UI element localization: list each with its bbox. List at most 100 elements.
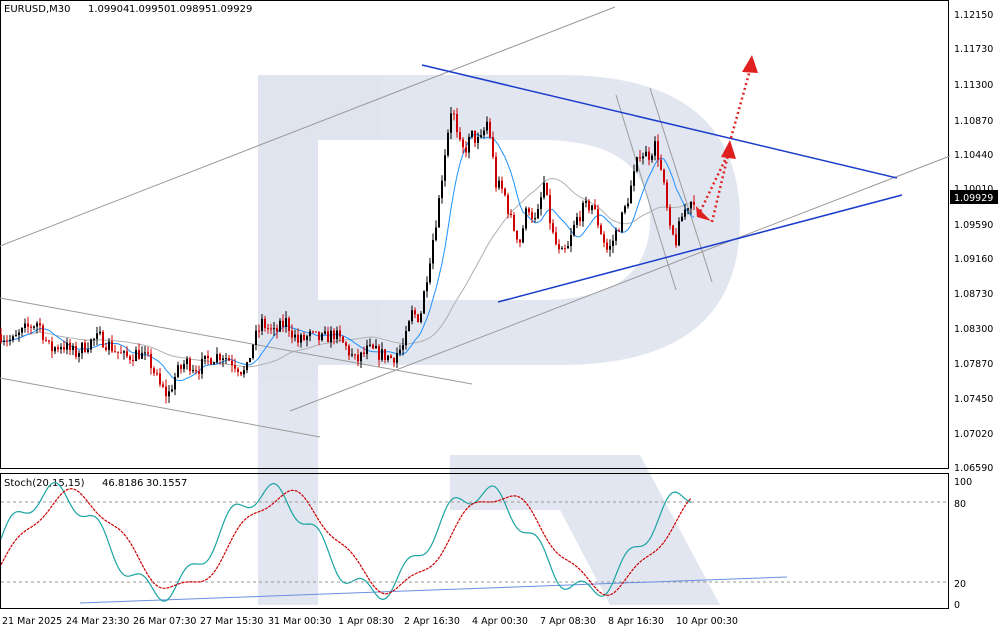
gray-channel-line[interactable]: [0, 6, 616, 247]
gray-channel-line[interactable]: [649, 87, 713, 283]
candle-body: [141, 352, 143, 359]
candle-body: [105, 347, 107, 350]
candle-body: [681, 216, 683, 222]
candle-body: [45, 339, 47, 341]
candle-body: [399, 349, 401, 354]
candle-body: [117, 351, 119, 353]
time-tick-label: 24 Mar 23:30: [66, 616, 129, 627]
candle-body: [603, 234, 605, 243]
candle-body: [0, 334, 2, 342]
gray-channel-line[interactable]: [289, 155, 951, 412]
forecast-arrow-up2-line: [729, 69, 752, 139]
candle-body: [264, 318, 266, 329]
analysis-drawings[interactable]: [0, 6, 951, 604]
candle-body: [531, 212, 533, 219]
triangle-upper-line[interactable]: [421, 64, 898, 179]
candle-body: [573, 224, 575, 236]
candle-body: [378, 346, 380, 360]
candle-body: [306, 336, 308, 340]
candle-body: [570, 235, 572, 246]
candle-body: [312, 331, 314, 333]
time-tick-label: 8 Apr 16:30: [608, 616, 664, 627]
time-tick-label: 26 Mar 07:30: [133, 616, 196, 627]
candle-body: [453, 113, 455, 115]
indicator-trendline[interactable]: [79, 576, 788, 604]
candle-body: [24, 323, 26, 328]
candle-body: [657, 141, 659, 160]
candle-body: [303, 334, 305, 340]
candle-body: [60, 347, 62, 350]
candle-body: [630, 185, 632, 204]
candle-body: [219, 354, 221, 360]
candle-body: [483, 130, 485, 136]
candle-body: [558, 244, 560, 250]
candle-body: [351, 354, 353, 356]
candle-body: [153, 368, 155, 374]
candle-body: [411, 310, 413, 322]
candle-body: [30, 326, 32, 328]
candle-body: [606, 242, 608, 250]
indicator-value-signal: 30.1557: [146, 478, 187, 489]
candle-body: [591, 205, 593, 211]
candle-body: [615, 230, 617, 241]
candle-body: [207, 355, 209, 359]
gray-channel-line[interactable]: [0, 297, 473, 385]
candle-body: [456, 114, 458, 133]
candle-body: [222, 358, 224, 360]
indicator-axis: 100 80 20 0: [954, 477, 972, 611]
candle-body: [51, 341, 53, 352]
candle-body: [201, 358, 203, 374]
candle-body: [210, 358, 212, 365]
candle-body: [618, 230, 620, 232]
candle-body: [348, 345, 350, 356]
indicator-tick-label: 20: [954, 579, 966, 590]
candle-body: [324, 331, 326, 334]
candle-body: [498, 180, 500, 188]
candle-body: [333, 330, 335, 340]
candle-body: [597, 209, 599, 226]
candle-body: [372, 344, 374, 349]
candle-body: [90, 339, 92, 350]
candle-body: [33, 326, 35, 328]
candle-body: [666, 182, 668, 208]
candle-body: [75, 346, 77, 357]
price-tick-label: 1.07870: [954, 359, 993, 370]
candle-body: [543, 182, 545, 198]
candle-body: [282, 320, 284, 327]
candle-body: [576, 217, 578, 225]
price-tick-label: 1.08730: [954, 289, 993, 300]
candle-body: [447, 132, 449, 156]
time-tick-label: 27 Mar 15:30: [200, 616, 263, 627]
candle-body: [441, 180, 443, 199]
price-tick-label: 1.10870: [954, 116, 993, 127]
candle-body: [6, 340, 8, 342]
candle-body: [381, 349, 383, 360]
candle-body: [546, 182, 548, 196]
candle-body: [405, 331, 407, 346]
gray-channel-line[interactable]: [0, 377, 321, 438]
candle-body: [408, 321, 410, 332]
candle-body: [216, 354, 218, 363]
candle-body: [108, 341, 110, 350]
candle-body: [42, 325, 44, 340]
candle-body: [129, 356, 131, 360]
candle-body: [540, 197, 542, 210]
candle-body: [336, 330, 338, 340]
candle-body: [534, 218, 536, 220]
candle-body: [249, 357, 251, 363]
triangle-lower-line[interactable]: [497, 194, 903, 303]
candle-body: [294, 334, 296, 338]
price-tick-label: 1.10010: [954, 184, 993, 195]
candle-body: [186, 358, 188, 365]
indicator-tick-label: 80: [954, 499, 966, 510]
candle-body: [429, 263, 431, 283]
candle-body: [633, 171, 635, 186]
candle-body: [174, 376, 176, 390]
candle-body: [39, 323, 41, 326]
candle-body: [387, 355, 389, 361]
candle-body: [18, 332, 20, 336]
candle-body: [549, 195, 551, 224]
candle-body: [147, 352, 149, 354]
